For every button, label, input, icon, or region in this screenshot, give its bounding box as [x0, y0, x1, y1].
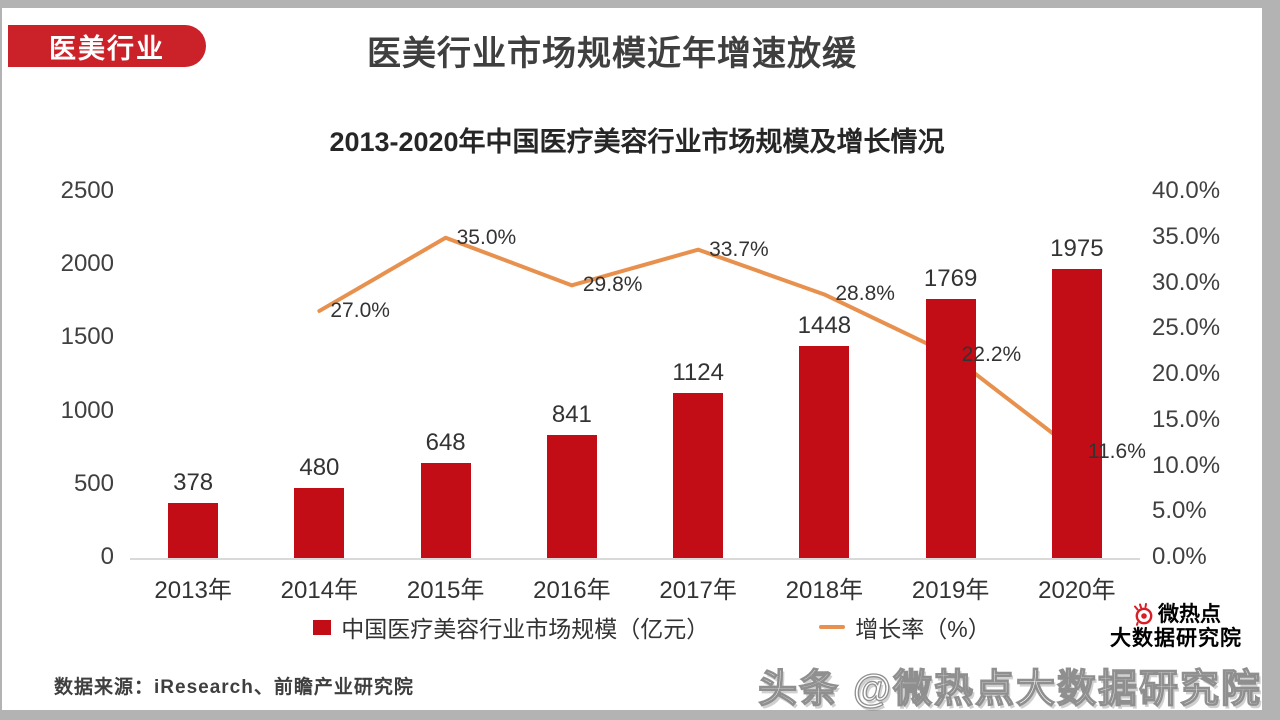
x-axis-label: 2016年: [533, 577, 611, 604]
category-badge: 医美行业: [8, 25, 206, 67]
growth-rate-label: 27.0%: [330, 298, 390, 322]
x-axis-label: 2019年: [911, 577, 990, 604]
bar-value-label: 378: [173, 468, 214, 496]
x-axis-label: 2020年: [1038, 577, 1116, 604]
x-axis-label: 2018年: [785, 577, 864, 604]
right-axis-tick: 25.0%: [1152, 314, 1221, 342]
right-axis-tick: 15.0%: [1152, 405, 1221, 433]
chart-legend: 中国医疗美容行业市场规模（亿元） 增长率（%）: [82, 610, 1222, 644]
growth-rate-label: 33.7%: [709, 237, 769, 261]
eye-icon: [1134, 603, 1153, 626]
growth-rate-label: 29.8%: [582, 273, 643, 297]
market-size-bar: [673, 393, 724, 558]
category-badge-label: 医美行业: [49, 33, 165, 64]
right-axis-tick: 20.0%: [1152, 360, 1221, 387]
publisher-logo: 微热点 大数据研究院: [1096, 603, 1256, 651]
left-axis-tick: 2000: [60, 250, 114, 278]
slide-page: 医美行业 医美行业市场规模近年增速放缓 2013-2020年中国医疗美容行业市场…: [2, 8, 1262, 712]
legend-item: 中国医疗美容行业市场规模（亿元）: [313, 610, 709, 644]
publisher-logo-line2: 大数据研究院: [1110, 627, 1242, 651]
left-axis-tick: 2500: [60, 177, 114, 204]
bar-value-label: 480: [299, 453, 340, 481]
growth-rate-label: 35.0%: [456, 225, 517, 249]
growth-rate-label: 22.2%: [961, 342, 1022, 366]
right-axis-tick: 10.0%: [1152, 451, 1221, 479]
bar-value-label: 1448: [797, 312, 852, 340]
legend-item: 增长率（%）: [819, 610, 991, 644]
x-axis-label: 2017年: [659, 577, 737, 604]
right-axis-tick: 30.0%: [1152, 268, 1221, 296]
market-size-bar: [168, 502, 219, 558]
x-axis-label: 2013年: [154, 577, 232, 604]
market-size-bar: [799, 346, 850, 558]
left-axis-tick: 0: [100, 543, 114, 570]
page-title: 医美行业市场规模近年增速放缓: [367, 35, 857, 73]
market-size-bar: [294, 487, 345, 558]
left-axis-tick: 1000: [60, 396, 114, 424]
growth-rate-line: [317, 235, 1079, 454]
left-axis-tick: 500: [73, 469, 114, 497]
market-size-bar: [546, 434, 597, 558]
legend-label: 增长率（%）: [855, 616, 991, 642]
publisher-logo-top: 微热点: [1096, 603, 1256, 627]
market-size-bar: [925, 299, 976, 558]
line-swatch-icon: [819, 625, 846, 629]
right-axis-tick: 5.0%: [1152, 497, 1207, 525]
bar-value-label: 1769: [923, 265, 978, 293]
bar-value-label: 1975: [1050, 234, 1104, 262]
bar-value-label: 841: [551, 400, 592, 428]
growth-rate-label: 28.8%: [835, 282, 895, 306]
plot-area: 0 500 1000 1500 2000 2500 0.0% 5.0% 10.0% 15.0% 20…: [61, 177, 1220, 604]
left-axis-tick: 1500: [60, 323, 114, 351]
watermark-text: 头条 @微热点大数据研究院: [757, 667, 1262, 711]
right-axis-tick: 35.0%: [1152, 222, 1221, 250]
market-size-bar: [1051, 268, 1102, 558]
chart-title: 2013-2020年中国医疗美容行业市场规模及增长情况: [329, 127, 945, 157]
right-axis-tick: 40.0%: [1152, 177, 1221, 204]
data-source-text: 数据来源：iResearch、前瞻产业研究院: [54, 677, 414, 698]
market-size-bar: [420, 463, 471, 558]
x-axis-label: 2014年: [280, 577, 359, 604]
bar-value-label: 1124: [672, 359, 724, 387]
legend-label: 中国医疗美容行业市场规模（亿元）: [341, 616, 710, 642]
right-axis-tick: 0.0%: [1152, 543, 1207, 570]
publisher-logo-line1: 微热点: [1158, 603, 1221, 626]
x-axis-label: 2015年: [406, 577, 485, 604]
bar-value-label: 648: [425, 429, 466, 457]
bar-swatch-icon: [313, 619, 332, 635]
growth-rate-label: 11.6%: [1087, 439, 1146, 463]
